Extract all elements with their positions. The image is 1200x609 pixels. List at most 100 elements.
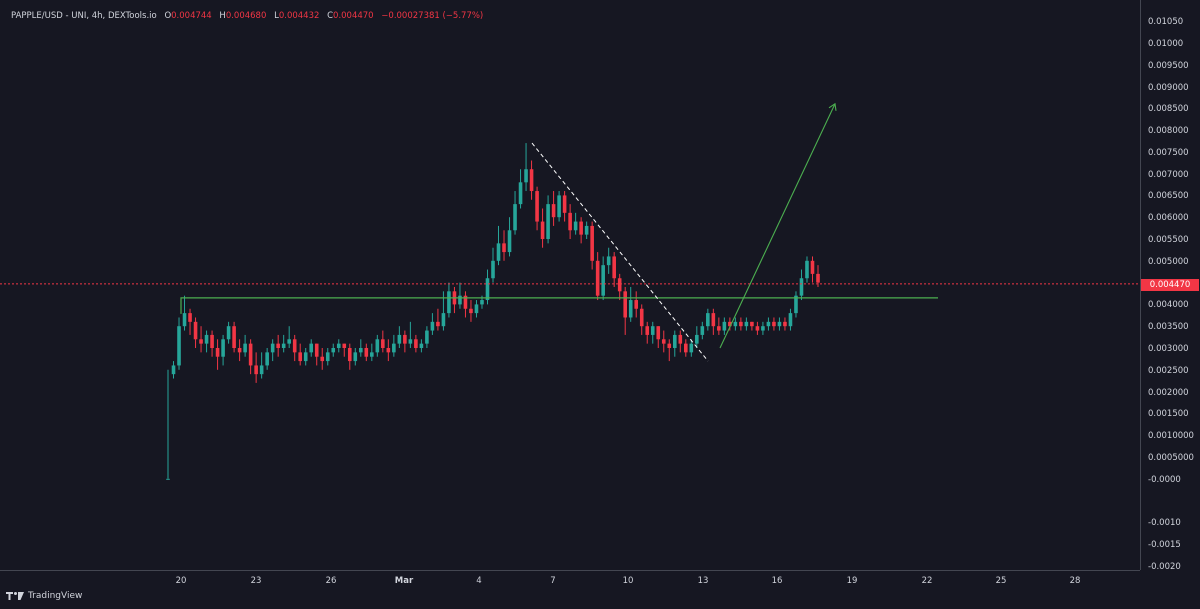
candle-up[interactable] bbox=[447, 291, 451, 314]
candle-down[interactable] bbox=[210, 334, 214, 348]
candle-up[interactable] bbox=[166, 478, 170, 480]
candle-down[interactable] bbox=[232, 326, 236, 348]
candle-up[interactable] bbox=[441, 313, 446, 327]
candle-up[interactable] bbox=[243, 343, 247, 353]
candle-down[interactable] bbox=[678, 334, 683, 344]
candle-up[interactable] bbox=[485, 278, 490, 301]
candle-down[interactable] bbox=[254, 365, 258, 375]
candle-up[interactable] bbox=[584, 225, 589, 235]
candle-down[interactable] bbox=[463, 295, 468, 309]
candle-up[interactable] bbox=[761, 326, 765, 331]
candle-up[interactable] bbox=[695, 334, 699, 344]
downtrend-dashed-line[interactable] bbox=[531, 142, 709, 362]
candle-down[interactable] bbox=[298, 352, 303, 362]
candle-down[interactable] bbox=[342, 343, 347, 348]
support-level-line[interactable] bbox=[180, 297, 938, 314]
candle-down[interactable] bbox=[717, 326, 721, 331]
candle-up[interactable] bbox=[650, 326, 655, 335]
candle-up[interactable] bbox=[794, 295, 798, 314]
candle-down[interactable] bbox=[237, 348, 242, 353]
candle-up[interactable] bbox=[358, 348, 363, 353]
candle-up[interactable] bbox=[425, 330, 429, 344]
candle-up[interactable] bbox=[474, 304, 479, 314]
candle-up[interactable] bbox=[601, 265, 605, 296]
candlestick-chart[interactable] bbox=[0, 0, 1140, 570]
candle-down[interactable] bbox=[739, 321, 743, 327]
candle-down[interactable] bbox=[612, 256, 616, 279]
candle-down[interactable] bbox=[562, 195, 567, 213]
candle-up[interactable] bbox=[182, 313, 187, 327]
candle-down[interactable] bbox=[502, 243, 506, 253]
candle-down[interactable] bbox=[750, 321, 754, 327]
candle-up[interactable] bbox=[458, 295, 462, 305]
candle-down[interactable] bbox=[810, 260, 815, 274]
candle-down[interactable] bbox=[595, 260, 600, 296]
candle-down[interactable] bbox=[656, 326, 661, 340]
candle-down[interactable] bbox=[540, 221, 545, 239]
candle-up[interactable] bbox=[706, 313, 710, 327]
candle-down[interactable] bbox=[617, 278, 622, 292]
candle-up[interactable] bbox=[805, 260, 809, 279]
price-axis[interactable]: 0.01050 0.01000 0.009500 0.009000 0.008500 0.… bbox=[1140, 0, 1200, 572]
candle-down[interactable] bbox=[667, 343, 672, 348]
candle-up[interactable] bbox=[518, 182, 523, 205]
candle-up[interactable] bbox=[689, 343, 694, 353]
candle-down[interactable] bbox=[634, 300, 639, 309]
candle-down[interactable] bbox=[364, 348, 369, 357]
candle-up[interactable] bbox=[392, 343, 396, 353]
candle-down[interactable] bbox=[683, 343, 688, 353]
candle-up[interactable] bbox=[496, 243, 501, 261]
candle-down[interactable] bbox=[783, 321, 787, 327]
candle-up[interactable] bbox=[353, 352, 358, 362]
candle-up[interactable] bbox=[303, 352, 308, 362]
candle-up[interactable] bbox=[606, 256, 611, 266]
candle-down[interactable] bbox=[816, 273, 820, 283]
candle-down[interactable] bbox=[314, 343, 319, 357]
candle-up[interactable] bbox=[171, 365, 176, 375]
candle-up[interactable] bbox=[573, 221, 578, 231]
candle-up[interactable] bbox=[557, 195, 561, 218]
candle-up[interactable] bbox=[491, 260, 495, 279]
time-axis[interactable]: 20 23 26 Mar 4 7 10 13 16 19 22 25 28 bbox=[0, 570, 1140, 589]
candle-up[interactable] bbox=[397, 334, 402, 344]
candle-down[interactable] bbox=[276, 343, 280, 348]
candle-up[interactable] bbox=[777, 321, 782, 327]
candle-up[interactable] bbox=[419, 343, 424, 348]
candle-up[interactable] bbox=[744, 321, 749, 327]
candle-up[interactable] bbox=[259, 365, 264, 375]
candle-down[interactable] bbox=[639, 308, 644, 327]
tradingview-logo[interactable]: TradingView bbox=[6, 591, 82, 601]
chart-area[interactable]: PAPPLE/USD - UNI, 4h, DEXTools.io O0.004… bbox=[0, 0, 1140, 570]
candle-up[interactable] bbox=[281, 343, 286, 348]
candle-up[interactable] bbox=[265, 352, 269, 366]
candle-up[interactable] bbox=[309, 343, 314, 353]
candle-up[interactable] bbox=[480, 300, 484, 305]
candle-up[interactable] bbox=[672, 334, 677, 348]
candle-up[interactable] bbox=[788, 313, 793, 327]
candle-down[interactable] bbox=[188, 313, 192, 322]
candle-down[interactable] bbox=[535, 191, 539, 222]
target-arrow-line[interactable] bbox=[719, 103, 836, 349]
candle-up[interactable] bbox=[287, 339, 291, 344]
candle-up[interactable] bbox=[524, 169, 528, 183]
candle-down[interactable] bbox=[728, 321, 732, 327]
candle-up[interactable] bbox=[507, 230, 512, 253]
candle-down[interactable] bbox=[590, 225, 594, 261]
candle-up[interactable] bbox=[270, 343, 275, 353]
candle-down[interactable] bbox=[199, 339, 203, 344]
candle-up[interactable] bbox=[546, 204, 550, 239]
candle-down[interactable] bbox=[386, 348, 391, 353]
candle-down[interactable] bbox=[414, 339, 418, 348]
candle-down[interactable] bbox=[568, 212, 572, 231]
candle-up[interactable] bbox=[375, 339, 380, 353]
candle-down[interactable] bbox=[661, 339, 666, 344]
candle-down[interactable] bbox=[645, 326, 650, 335]
candle-up[interactable] bbox=[177, 326, 181, 366]
candle-down[interactable] bbox=[436, 321, 440, 327]
candle-up[interactable] bbox=[513, 204, 517, 231]
candle-down[interactable] bbox=[403, 334, 407, 344]
candle-down[interactable] bbox=[623, 291, 628, 318]
candle-up[interactable] bbox=[430, 321, 435, 331]
candle-up[interactable] bbox=[700, 326, 705, 335]
candle-down[interactable] bbox=[529, 169, 534, 192]
